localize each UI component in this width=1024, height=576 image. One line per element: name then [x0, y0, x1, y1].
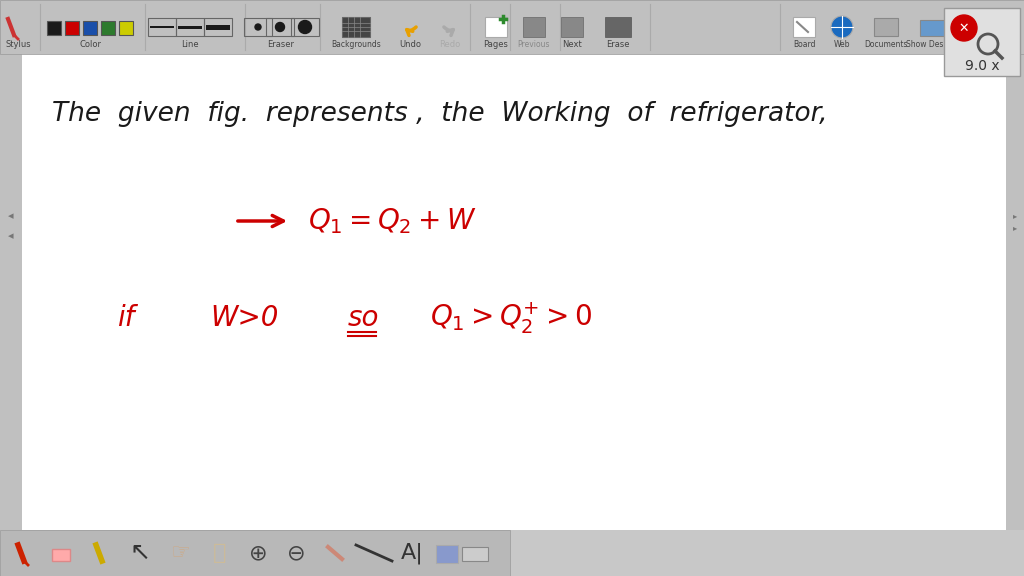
Bar — [874, 18, 898, 36]
Bar — [52, 549, 70, 561]
Text: W>0: W>0 — [210, 304, 279, 332]
Text: if: if — [117, 304, 134, 332]
Bar — [206, 25, 230, 29]
Text: Stylus: Stylus — [5, 40, 31, 49]
Bar — [944, 8, 1020, 76]
Text: ⚙: ⚙ — [973, 17, 993, 37]
Text: ▾: ▾ — [1013, 20, 1020, 34]
Text: ◂: ◂ — [8, 211, 13, 221]
Bar — [291, 18, 319, 36]
Circle shape — [299, 21, 311, 33]
Bar — [793, 17, 815, 37]
Text: Web: Web — [834, 40, 850, 49]
Bar — [605, 17, 631, 37]
Bar — [22, 54, 1006, 530]
Text: ▸: ▸ — [1013, 223, 1017, 233]
Circle shape — [275, 22, 285, 32]
Bar — [485, 17, 507, 37]
Text: Redo: Redo — [439, 40, 461, 49]
Text: Erase: Erase — [606, 40, 630, 49]
Bar — [244, 18, 272, 36]
Bar — [0, 54, 22, 530]
Bar — [462, 547, 488, 561]
Bar — [436, 545, 458, 563]
Text: $\mathit{Q}_1 = \mathit{Q}_2 + W$: $\mathit{Q}_1 = \mathit{Q}_2 + W$ — [308, 206, 476, 236]
Bar — [65, 21, 79, 35]
Text: ✋: ✋ — [213, 543, 226, 563]
Bar — [178, 25, 202, 28]
Bar — [0, 530, 510, 576]
Bar — [342, 17, 370, 37]
Text: OpenBoard: OpenBoard — [962, 40, 1005, 49]
Bar — [0, 0, 1024, 54]
Circle shape — [255, 24, 261, 30]
Text: ◂: ◂ — [8, 231, 13, 241]
Bar — [561, 17, 583, 37]
Bar — [266, 18, 294, 36]
Text: Undo: Undo — [399, 40, 421, 49]
Bar — [150, 26, 174, 28]
Text: The  given  fig.  represents ,  the  Working  of  refrigerator,: The given fig. represents , the Working … — [52, 101, 827, 127]
Bar — [1006, 54, 1024, 530]
Text: Previous: Previous — [518, 40, 550, 49]
Circle shape — [831, 16, 853, 38]
Bar — [920, 20, 946, 36]
Text: ▸: ▸ — [1013, 211, 1017, 221]
Text: Board: Board — [793, 40, 815, 49]
Text: Line: Line — [181, 40, 199, 49]
Text: Documents: Documents — [864, 40, 907, 49]
Bar — [47, 21, 61, 35]
Text: ↖: ↖ — [129, 541, 151, 565]
Text: Eraser: Eraser — [267, 40, 295, 49]
Bar — [148, 18, 176, 36]
Bar — [101, 21, 115, 35]
Text: Next: Next — [562, 40, 582, 49]
Text: Pages: Pages — [483, 40, 509, 49]
Text: Backgrounds: Backgrounds — [331, 40, 381, 49]
Text: 9.0 x: 9.0 x — [965, 59, 999, 73]
Text: ✕: ✕ — [958, 21, 970, 35]
Text: ⊕: ⊕ — [249, 543, 267, 563]
Text: ☞: ☞ — [170, 543, 190, 563]
Bar — [83, 21, 97, 35]
Text: Show Desktop: Show Desktop — [906, 40, 961, 49]
Bar — [119, 21, 133, 35]
Bar — [523, 17, 545, 37]
Text: Color: Color — [79, 40, 101, 49]
Bar — [204, 18, 232, 36]
Text: ⊖: ⊖ — [287, 543, 305, 563]
Bar — [176, 18, 204, 36]
Circle shape — [951, 15, 977, 41]
Text: A|: A| — [400, 542, 424, 564]
Text: $\mathit{Q}_1 > \mathit{Q}_2^{+} > 0$: $\mathit{Q}_1 > \mathit{Q}_2^{+} > 0$ — [430, 300, 592, 336]
Text: so: so — [348, 304, 380, 332]
